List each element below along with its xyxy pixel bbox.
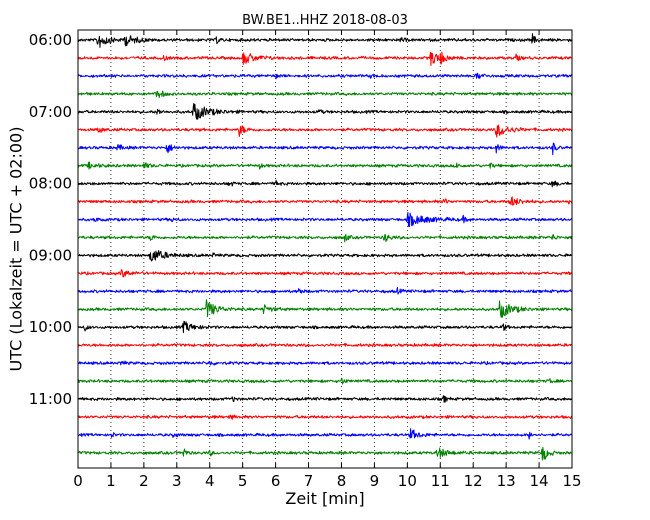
- y-axis-ticks: 06:00 07:00 08:00 09:00 10:00 11:00: [29, 31, 572, 408]
- trace-0900: [77, 249, 573, 262]
- y-axis-label: UTC (Lokalzeit = UTC + 02:00): [7, 127, 26, 372]
- y-tick-label: 11:00: [29, 390, 72, 408]
- trace-1045: [77, 377, 573, 385]
- trace-0730: [77, 142, 573, 156]
- y-tick-label: 06:00: [29, 31, 72, 49]
- trace-1100: [77, 395, 573, 403]
- x-axis-label: Zeit [min]: [285, 489, 364, 508]
- y-tick-label: 08:00: [29, 175, 72, 193]
- trace-0700: [77, 102, 573, 120]
- trace-0845: [77, 234, 573, 243]
- y-tick-label: 09:00: [29, 246, 72, 264]
- trace-1015: [77, 342, 573, 348]
- y-tick-label: 07:00: [29, 103, 72, 121]
- trace-0830: [77, 211, 573, 228]
- x-tick-label: 15: [562, 472, 581, 490]
- trace-1000: [77, 320, 573, 334]
- x-tick-label: 4: [205, 472, 215, 490]
- trace-0715: [77, 124, 573, 138]
- trace-0915: [77, 269, 573, 278]
- x-tick-label: 10: [398, 472, 417, 490]
- chart-title: BW.BE1..HHZ 2018-08-03: [242, 13, 408, 28]
- trace-1130: [77, 428, 573, 440]
- trace-0945: [77, 299, 573, 318]
- x-tick-label: 5: [238, 472, 248, 490]
- x-tick-label: 1: [106, 472, 116, 490]
- x-tick-label: 12: [464, 472, 483, 490]
- trace-0815: [77, 196, 573, 206]
- x-tick-label: 11: [431, 472, 450, 490]
- x-tick-label: 9: [370, 472, 380, 490]
- trace-0930: [77, 286, 573, 295]
- plot-frame: [77, 29, 573, 469]
- trace-1030: [77, 360, 573, 366]
- x-tick-label: 14: [530, 472, 549, 490]
- x-tick-label: 13: [497, 472, 516, 490]
- trace-0645: [77, 90, 573, 98]
- vertical-grid: [110, 30, 540, 468]
- trace-1145: [77, 446, 573, 461]
- x-tick-label: 3: [172, 472, 182, 490]
- trace-0630: [77, 72, 573, 80]
- trace-0615: [77, 51, 573, 67]
- x-tick-label: 2: [139, 472, 149, 490]
- trace-0600: [77, 33, 573, 48]
- x-tick-label: 6: [271, 472, 281, 490]
- x-tick-label: 8: [337, 472, 347, 490]
- y-tick-label: 10:00: [29, 318, 72, 336]
- x-tick-label: 0: [73, 472, 83, 490]
- trace-0745: [77, 161, 572, 170]
- trace-0800: [77, 179, 573, 188]
- x-tick-label: 7: [304, 472, 314, 490]
- trace-1115: [77, 414, 573, 420]
- x-axis-ticks: 0 1 2 3 4 5 6 7 8 9 10 11 12 13 14 15: [73, 30, 582, 490]
- seismogram-traces: [77, 33, 573, 461]
